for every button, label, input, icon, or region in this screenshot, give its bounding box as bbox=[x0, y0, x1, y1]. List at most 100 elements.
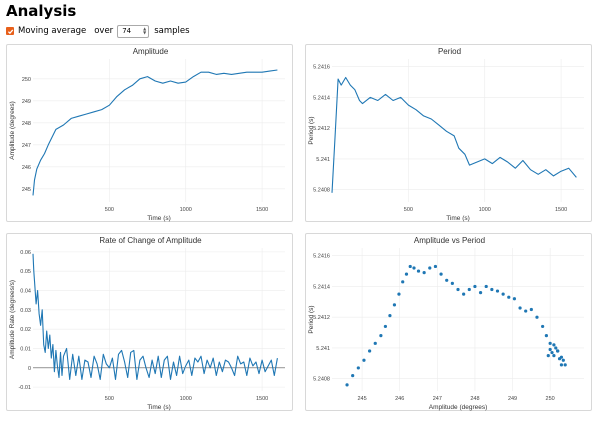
data-point[interactable] bbox=[412, 266, 416, 270]
data-point[interactable] bbox=[507, 295, 511, 299]
y-tick-label: 0.04 bbox=[20, 289, 31, 295]
data-point[interactable] bbox=[535, 315, 539, 319]
x-tick-label: 500 bbox=[105, 396, 114, 402]
data-point[interactable] bbox=[563, 363, 567, 367]
data-point[interactable] bbox=[559, 355, 564, 359]
data-point[interactable] bbox=[362, 358, 366, 362]
data-point[interactable] bbox=[450, 281, 454, 285]
moving-average-label[interactable]: Moving average bbox=[18, 26, 87, 36]
y-tick-label: 0.05 bbox=[20, 269, 31, 275]
samples-value[interactable]: 74 bbox=[122, 27, 132, 35]
series-line[interactable] bbox=[32, 69, 278, 196]
y-axis-label: Amplitude Rate (degrees/s) bbox=[9, 280, 16, 359]
data-point[interactable] bbox=[428, 266, 432, 270]
chart-svg[interactable]: Amplitude vs Period 5.2408 5.241 5.2412 5.24… bbox=[306, 234, 593, 412]
data-point[interactable] bbox=[524, 309, 528, 313]
data-point[interactable] bbox=[490, 287, 494, 292]
data-point[interactable] bbox=[518, 306, 522, 310]
y-tick-label: 5.2412 bbox=[313, 126, 330, 132]
x-tick-label: 1500 bbox=[256, 396, 268, 402]
data-point[interactable] bbox=[548, 347, 552, 352]
data-point[interactable] bbox=[379, 334, 383, 338]
chart-svg[interactable]: Amplitude 245 246 247 248 249 250 500 1000 1500 Ti… bbox=[7, 45, 294, 223]
data-point[interactable] bbox=[392, 303, 397, 307]
y-tick-label: 5.2414 bbox=[313, 95, 330, 101]
series-line[interactable] bbox=[32, 253, 278, 380]
checkmark-icon bbox=[7, 29, 13, 34]
data-point[interactable] bbox=[501, 292, 505, 296]
over-label: over bbox=[94, 26, 114, 36]
x-axis-label: Time (s) bbox=[147, 215, 171, 222]
x-tick-label: 246 bbox=[395, 396, 404, 402]
data-point[interactable] bbox=[478, 290, 483, 295]
data-point[interactable] bbox=[456, 287, 460, 292]
chart-title: Amplitude vs Period bbox=[414, 236, 485, 245]
data-point[interactable] bbox=[529, 307, 533, 312]
data-point[interactable] bbox=[422, 271, 426, 275]
data-point[interactable] bbox=[462, 292, 466, 296]
x-tick-label: 500 bbox=[404, 207, 413, 213]
chart-title: Amplitude bbox=[133, 47, 169, 56]
data-point[interactable] bbox=[541, 324, 545, 329]
y-axis-label: Period (s) bbox=[308, 305, 315, 333]
data-point[interactable] bbox=[356, 366, 360, 370]
data-point[interactable] bbox=[433, 264, 438, 269]
y-tick-label: 5.2408 bbox=[313, 377, 330, 383]
x-tick-label: 245 bbox=[357, 396, 366, 402]
data-point[interactable] bbox=[397, 292, 401, 296]
rate-of-change-chart-panel: Rate of Change of Amplitude -0.01 0 0.01 0.0… bbox=[6, 233, 293, 411]
x-axis-label: Time (s) bbox=[446, 215, 470, 222]
x-tick-label: 1500 bbox=[555, 207, 567, 213]
y-tick-label: 249 bbox=[22, 99, 31, 105]
y-tick-label: 5.241 bbox=[316, 346, 330, 352]
series-line[interactable] bbox=[331, 76, 577, 193]
data-point[interactable] bbox=[495, 289, 500, 293]
data-point[interactable] bbox=[388, 314, 392, 318]
x-tick-label: 250 bbox=[546, 396, 555, 402]
chart-svg[interactable]: Rate of Change of Amplitude -0.01 0 0.01 0.0… bbox=[7, 234, 294, 412]
data-point[interactable] bbox=[416, 269, 421, 273]
data-point[interactable] bbox=[544, 334, 548, 338]
data-point[interactable] bbox=[473, 284, 477, 289]
data-point[interactable] bbox=[467, 287, 471, 292]
x-tick-label: 1000 bbox=[180, 207, 192, 213]
y-tick-label: 5.2416 bbox=[313, 65, 330, 71]
data-point[interactable] bbox=[383, 324, 388, 329]
data-point[interactable] bbox=[546, 354, 550, 358]
y-tick-label: 0 bbox=[28, 366, 31, 372]
data-point[interactable] bbox=[351, 374, 355, 378]
samples-input[interactable]: 74 ▲ ▼ bbox=[117, 24, 150, 38]
data-point[interactable] bbox=[439, 272, 443, 276]
moving-average-checkbox[interactable] bbox=[6, 27, 14, 35]
data-point[interactable] bbox=[559, 363, 564, 367]
data-point[interactable] bbox=[561, 358, 565, 362]
data-point[interactable] bbox=[345, 383, 349, 387]
data-point[interactable] bbox=[552, 354, 556, 358]
data-point[interactable] bbox=[550, 350, 554, 355]
period-chart-panel: Period 5.2408 5.241 5.2412 5.2414 5.2416 500 10… bbox=[305, 44, 592, 222]
data-point[interactable] bbox=[556, 349, 560, 353]
data-point[interactable] bbox=[552, 343, 556, 347]
y-tick-label: 0.01 bbox=[20, 346, 31, 352]
x-tick-label: 1000 bbox=[180, 396, 192, 402]
data-point[interactable] bbox=[408, 264, 412, 269]
y-tick-label: 5.2414 bbox=[313, 284, 330, 290]
data-point[interactable] bbox=[554, 346, 558, 350]
data-point[interactable] bbox=[404, 272, 409, 276]
data-point[interactable] bbox=[548, 341, 552, 345]
data-point[interactable] bbox=[368, 349, 372, 353]
y-tick-label: 5.2412 bbox=[313, 315, 330, 321]
data-point[interactable] bbox=[445, 278, 449, 282]
spinner-arrows-icon[interactable]: ▲ ▼ bbox=[143, 26, 147, 35]
data-point[interactable] bbox=[512, 297, 517, 301]
x-axis-label: Time (s) bbox=[147, 404, 171, 411]
data-point[interactable] bbox=[484, 284, 488, 289]
data-point[interactable] bbox=[401, 280, 405, 284]
y-tick-label: 248 bbox=[22, 121, 31, 127]
amplitude-chart-panel: Amplitude 245 246 247 248 249 250 500 1000 1500 Ti… bbox=[6, 44, 293, 222]
x-tick-label: 247 bbox=[433, 396, 442, 402]
y-tick-label: 0.03 bbox=[20, 308, 31, 314]
y-tick-label: 0.06 bbox=[20, 250, 31, 256]
data-point[interactable] bbox=[373, 341, 377, 345]
chart-svg[interactable]: Period 5.2408 5.241 5.2412 5.2414 5.2416 500 10… bbox=[306, 45, 593, 223]
